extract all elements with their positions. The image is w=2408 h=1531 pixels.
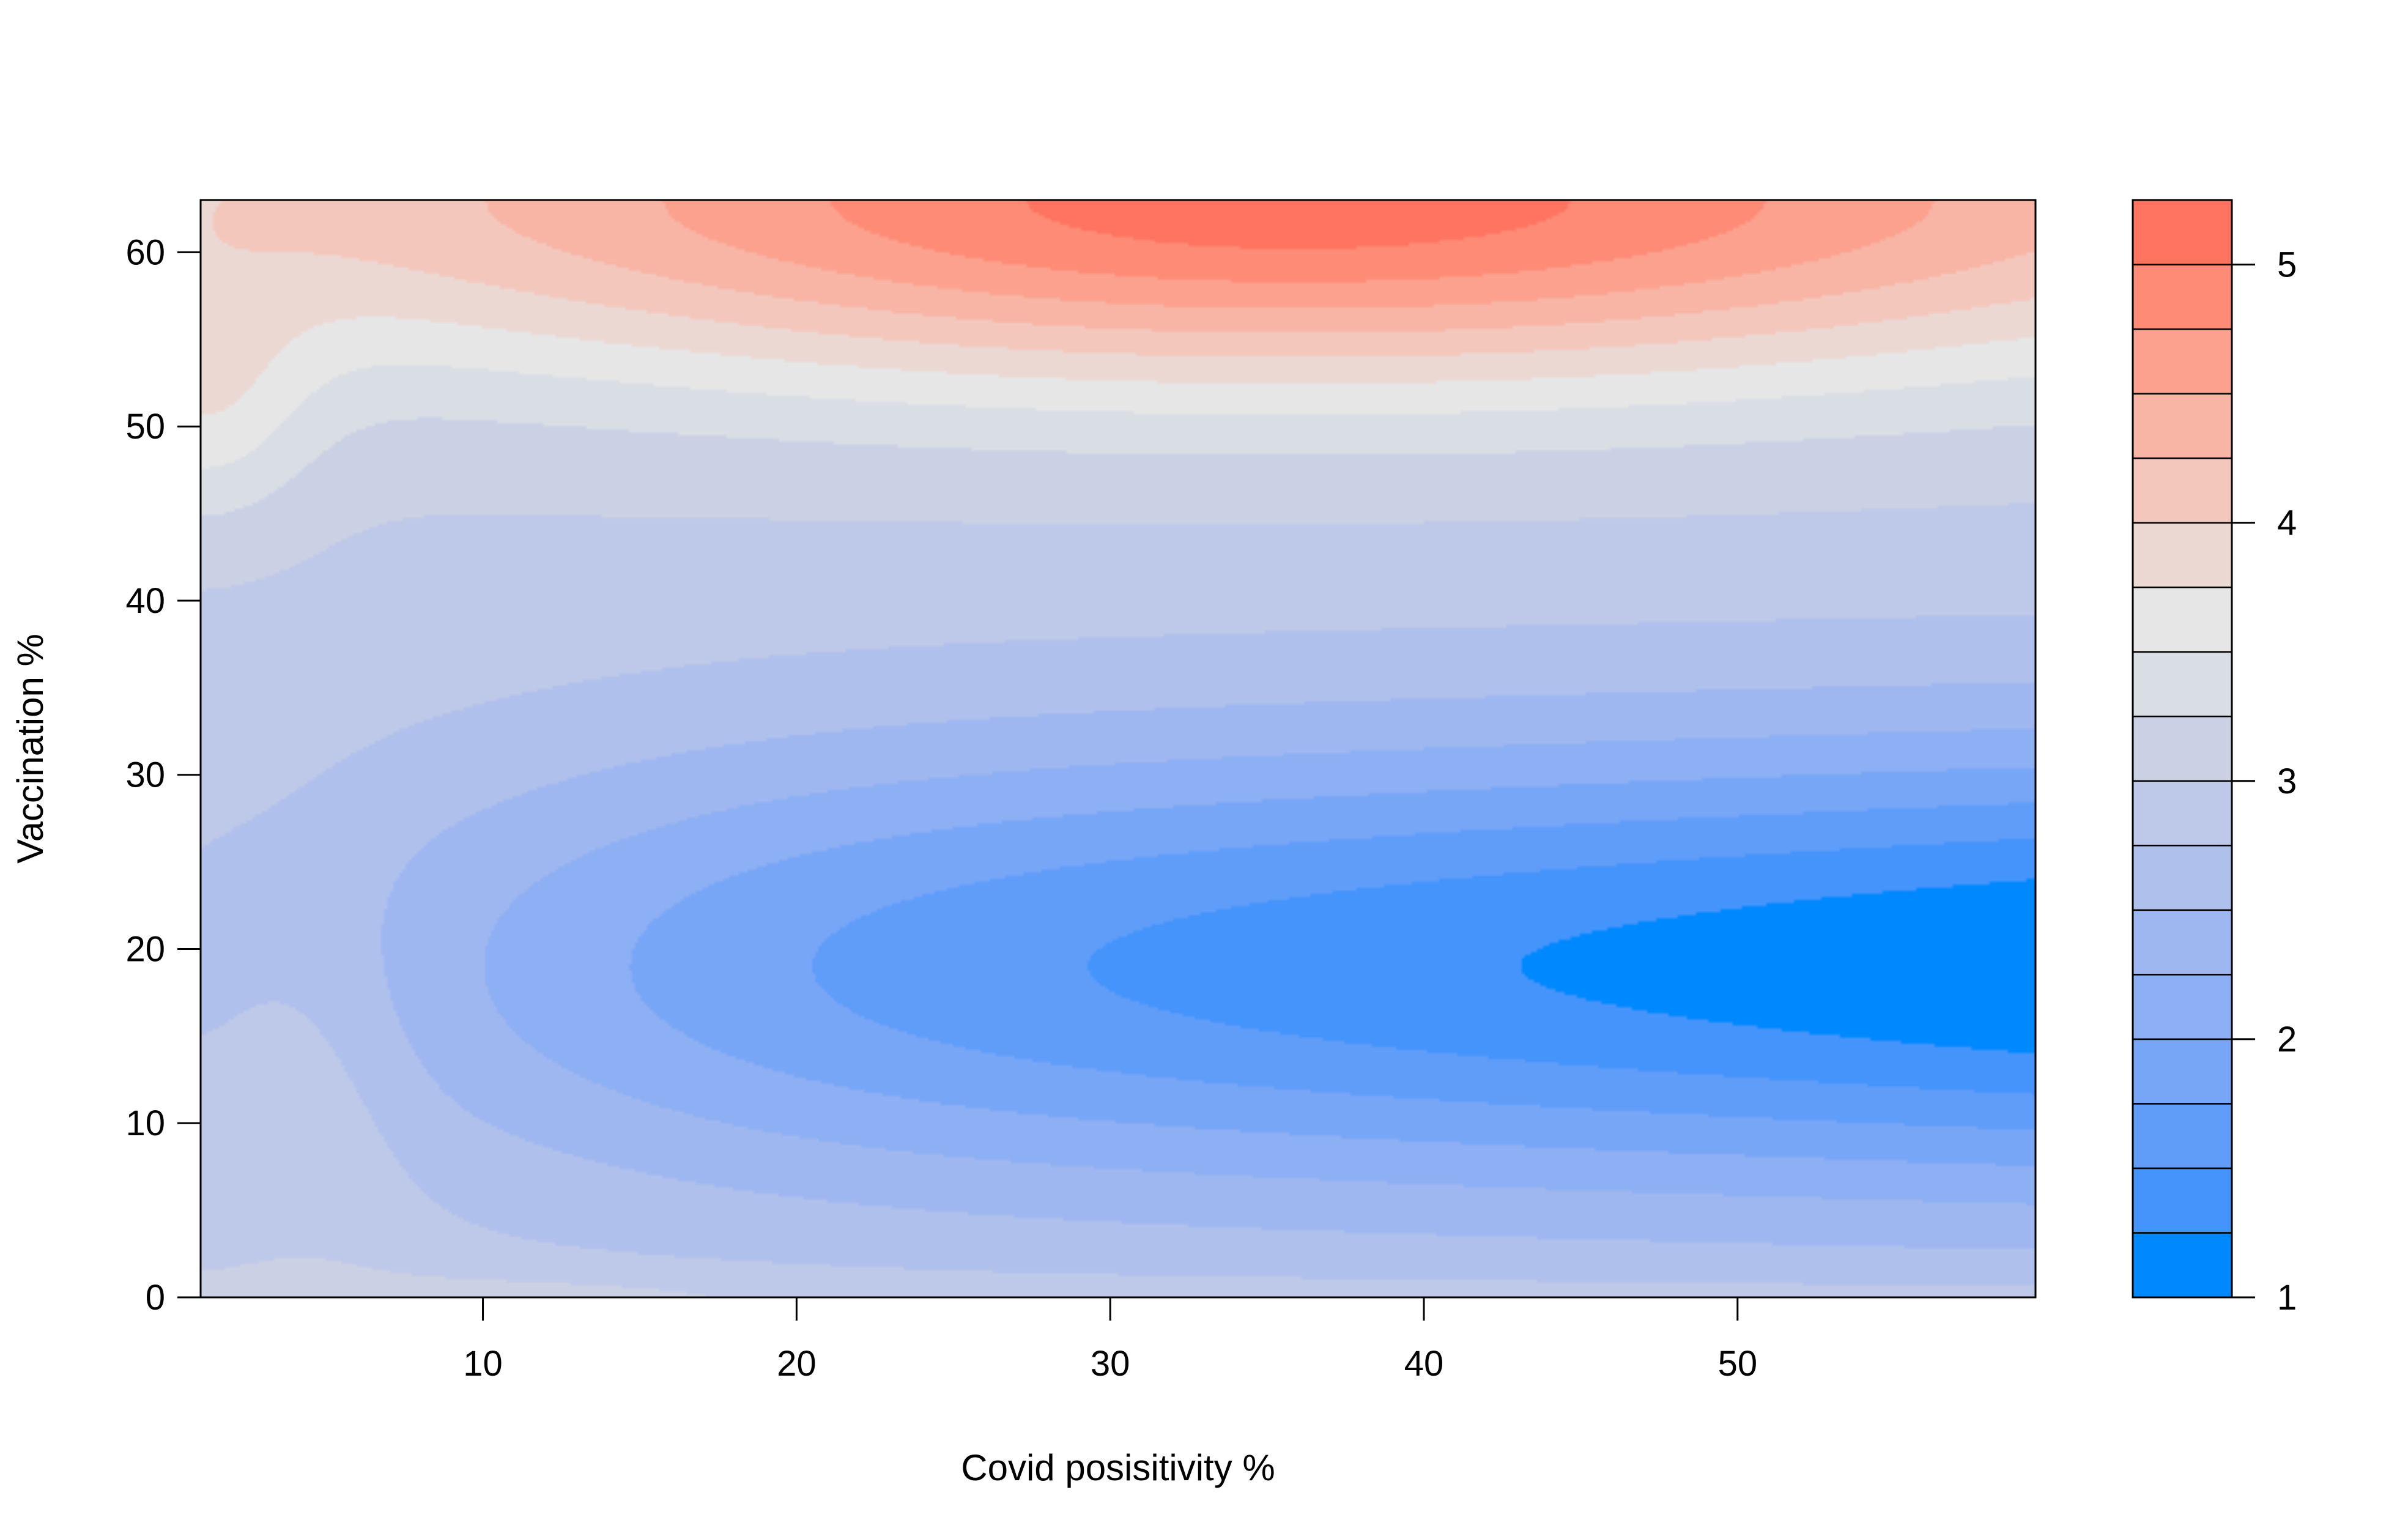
contour-fill [201,200,2036,1297]
x-tick-label: 20 [777,1344,817,1384]
y-tick-label: 0 [146,1278,165,1318]
x-tick-label: 30 [1091,1344,1130,1384]
legend-swatch [2132,264,2233,330]
y-tick-label: 20 [125,929,165,969]
legend-swatch [2132,974,2233,1040]
legend-swatch [2132,457,2233,524]
y-tick-label: 40 [125,581,165,621]
contour-plot-area [199,199,2037,1299]
y-tick-label: 10 [125,1103,165,1143]
x-axis: 10 20 30 40 50 [463,1296,1758,1384]
x-tick-label: 50 [1718,1344,1758,1384]
legend-swatch [2132,1038,2233,1105]
legend-swatch [2132,393,2233,459]
legend-swatch [2132,845,2233,911]
y-tick-label: 30 [125,755,165,795]
y-tick-label: 60 [125,232,165,272]
legend-swatch [2132,1103,2233,1170]
legend-swatch [2132,199,2233,265]
x-tick-label: 10 [463,1344,503,1384]
y-axis-label: Vaccination % [10,634,51,864]
legend-swatch [2132,328,2233,395]
color-legend: 1 2 3 4 5 [2132,199,2297,1318]
legend-tick-label: 1 [2277,1278,2297,1318]
legend-swatch [2132,909,2233,976]
legend-swatch [2132,780,2233,847]
y-tick-label: 50 [125,407,165,447]
legend-swatch [2132,1167,2233,1234]
legend-tick-label: 5 [2277,245,2297,285]
y-axis: 0 10 20 30 40 50 60 [125,232,202,1318]
legend-swatch [2132,1232,2233,1299]
x-axis-label: Covid posisitivity % [961,1447,1275,1488]
x-tick-label: 40 [1404,1344,1444,1384]
legend-swatch [2132,715,2233,782]
legend-tick-label: 3 [2277,762,2297,801]
legend-swatch [2132,522,2233,588]
legend-frame [2132,199,2233,1299]
legend-swatch [2132,586,2233,653]
legend-swatch [2132,651,2233,717]
legend-tick-label: 2 [2277,1020,2297,1059]
legend-tick-label: 4 [2277,503,2297,543]
